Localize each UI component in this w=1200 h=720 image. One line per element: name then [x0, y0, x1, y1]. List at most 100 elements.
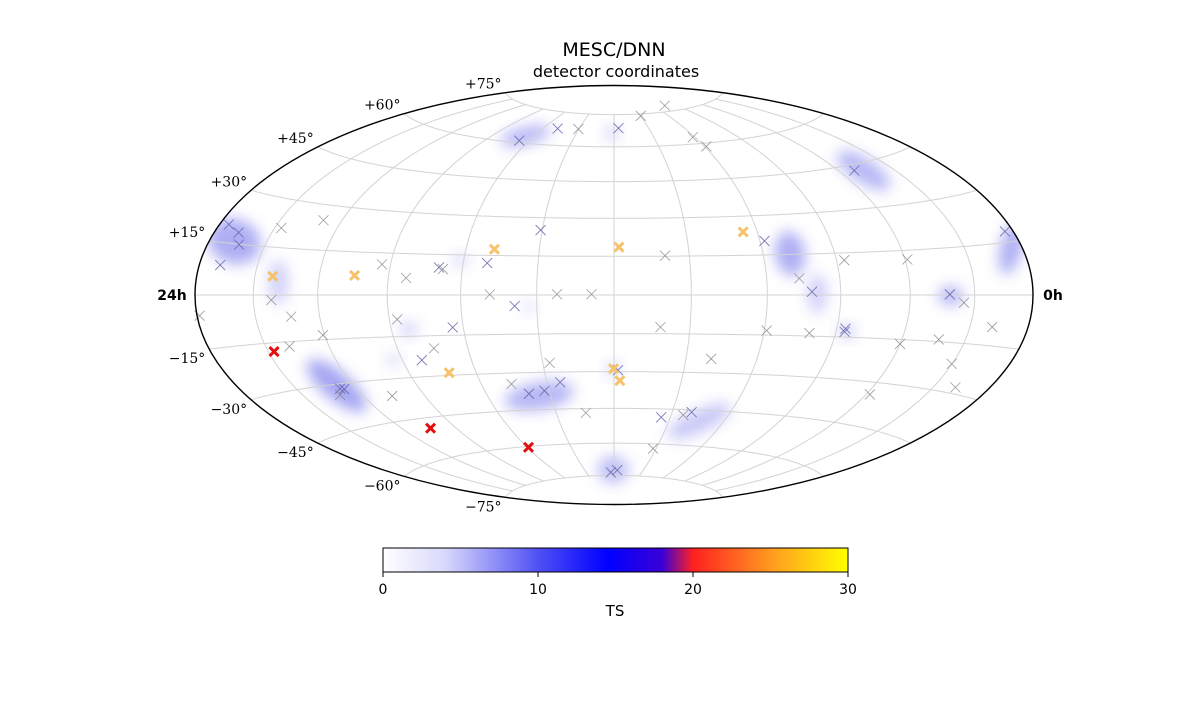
colorbar-ticks: 0 10 20 30: [379, 572, 857, 598]
dec-tick-label: −75°: [465, 499, 502, 515]
ts-hotspot: [386, 352, 401, 367]
event-marker: [539, 385, 550, 397]
meridian-line: [702, 104, 911, 486]
event-marker: [233, 227, 244, 238]
event-marker: [759, 235, 770, 247]
event-marker: [806, 286, 818, 298]
event-marker: [864, 389, 876, 400]
event-marker: [416, 354, 428, 366]
ts-hotspot: [399, 321, 418, 337]
meridian-line: [662, 111, 768, 479]
event-marker: [894, 338, 906, 350]
event-marker: [848, 165, 860, 176]
event-marker: [428, 343, 440, 354]
colorbar-tick-label: 20: [684, 582, 702, 598]
event-marker: [267, 270, 279, 282]
event-marker: [424, 422, 437, 434]
event-marker: [437, 263, 449, 275]
event-marker: [999, 226, 1011, 237]
event-marker: [509, 300, 520, 312]
meridian-line: [460, 111, 566, 479]
colorbar-tick-label: 30: [839, 582, 857, 598]
meridian-line: [252, 98, 513, 492]
colorbar: 0 10 20 30 TS: [379, 547, 857, 620]
ts-map-layer: [207, 125, 1025, 484]
event-marker: [535, 224, 546, 236]
event-marker: [573, 123, 584, 135]
event-marker: [655, 321, 666, 333]
event-marker: [544, 357, 555, 369]
event-marker: [950, 382, 961, 393]
graticule: [195, 92, 1033, 498]
event-marker: [840, 323, 851, 335]
ra-label-right: 0h: [1043, 288, 1063, 304]
event-marker: [317, 329, 329, 341]
event-marker: [701, 141, 712, 152]
dec-tick-label: +60°: [364, 98, 401, 114]
event-marker: [586, 288, 597, 300]
ts-hotspot: [667, 403, 732, 440]
dec-tick-label: −15°: [169, 351, 206, 367]
colorbar-tick-label: 0: [379, 582, 388, 598]
event-marker: [268, 345, 280, 358]
event-marker: [677, 409, 689, 421]
dec-tick-label: −30°: [211, 402, 248, 418]
meridian-line: [638, 113, 692, 477]
event-marker: [447, 322, 459, 333]
event-marker: [902, 254, 913, 265]
event-marker: [488, 243, 500, 255]
event-marker: [580, 407, 592, 419]
event-marker: [614, 375, 626, 387]
event-marker: [513, 135, 525, 146]
event-marker: [613, 122, 624, 134]
event-marker: [958, 297, 970, 308]
colorbar-label: TS: [605, 602, 625, 620]
event-marker: [605, 466, 617, 478]
event-marker: [839, 326, 850, 338]
dec-tick-label: +75°: [465, 77, 502, 93]
event-marker: [223, 219, 235, 230]
event-marker: [318, 214, 329, 226]
event-marker: [233, 239, 245, 250]
event-marker: [276, 222, 287, 234]
event-marker: [506, 378, 517, 390]
event-marker: [285, 311, 297, 322]
ts-hotspot: [604, 126, 619, 141]
ts-hotspot: [836, 150, 891, 191]
event-marker: [705, 353, 717, 365]
ts-hotspot: [207, 218, 262, 265]
ts-hotspot: [774, 231, 806, 276]
event-marker: [214, 259, 226, 271]
event-marker: [284, 341, 295, 352]
event-marker: [804, 327, 815, 339]
event-marker: [655, 411, 667, 423]
ts-hotspot: [452, 253, 469, 268]
event-marker: [613, 241, 625, 253]
dec-tick-label: −60°: [364, 478, 401, 494]
event-marker: [552, 123, 563, 134]
ts-hotspot: [838, 324, 855, 339]
ts-hotspot: [938, 285, 964, 306]
event-marker: [400, 272, 412, 284]
event-marker: [647, 443, 659, 454]
ts-hotspot: [523, 301, 536, 314]
ts-hotspot: [807, 273, 828, 314]
event-marker: [944, 289, 956, 300]
event-marker: [793, 273, 805, 284]
event-marker: [522, 441, 535, 453]
event-marker: [433, 262, 445, 273]
event-marker: [265, 294, 277, 306]
sky-plot: +75° +60° +45° +30° +15° −15° −30° −45° −60° −75°…: [157, 77, 1063, 516]
event-marker: [334, 389, 346, 401]
meridian-line: [536, 113, 590, 477]
event-marker: [484, 289, 496, 300]
meridian-line: [715, 98, 976, 492]
event-marker: [946, 358, 957, 370]
meridian-line: [684, 108, 842, 482]
ts-hotspot: [500, 125, 551, 147]
event-marker: [554, 376, 566, 388]
event-marker: [986, 321, 998, 333]
event-marker: [659, 100, 671, 111]
chart-title: MESC/DNN: [562, 39, 665, 61]
ts-hotspot: [268, 259, 289, 305]
